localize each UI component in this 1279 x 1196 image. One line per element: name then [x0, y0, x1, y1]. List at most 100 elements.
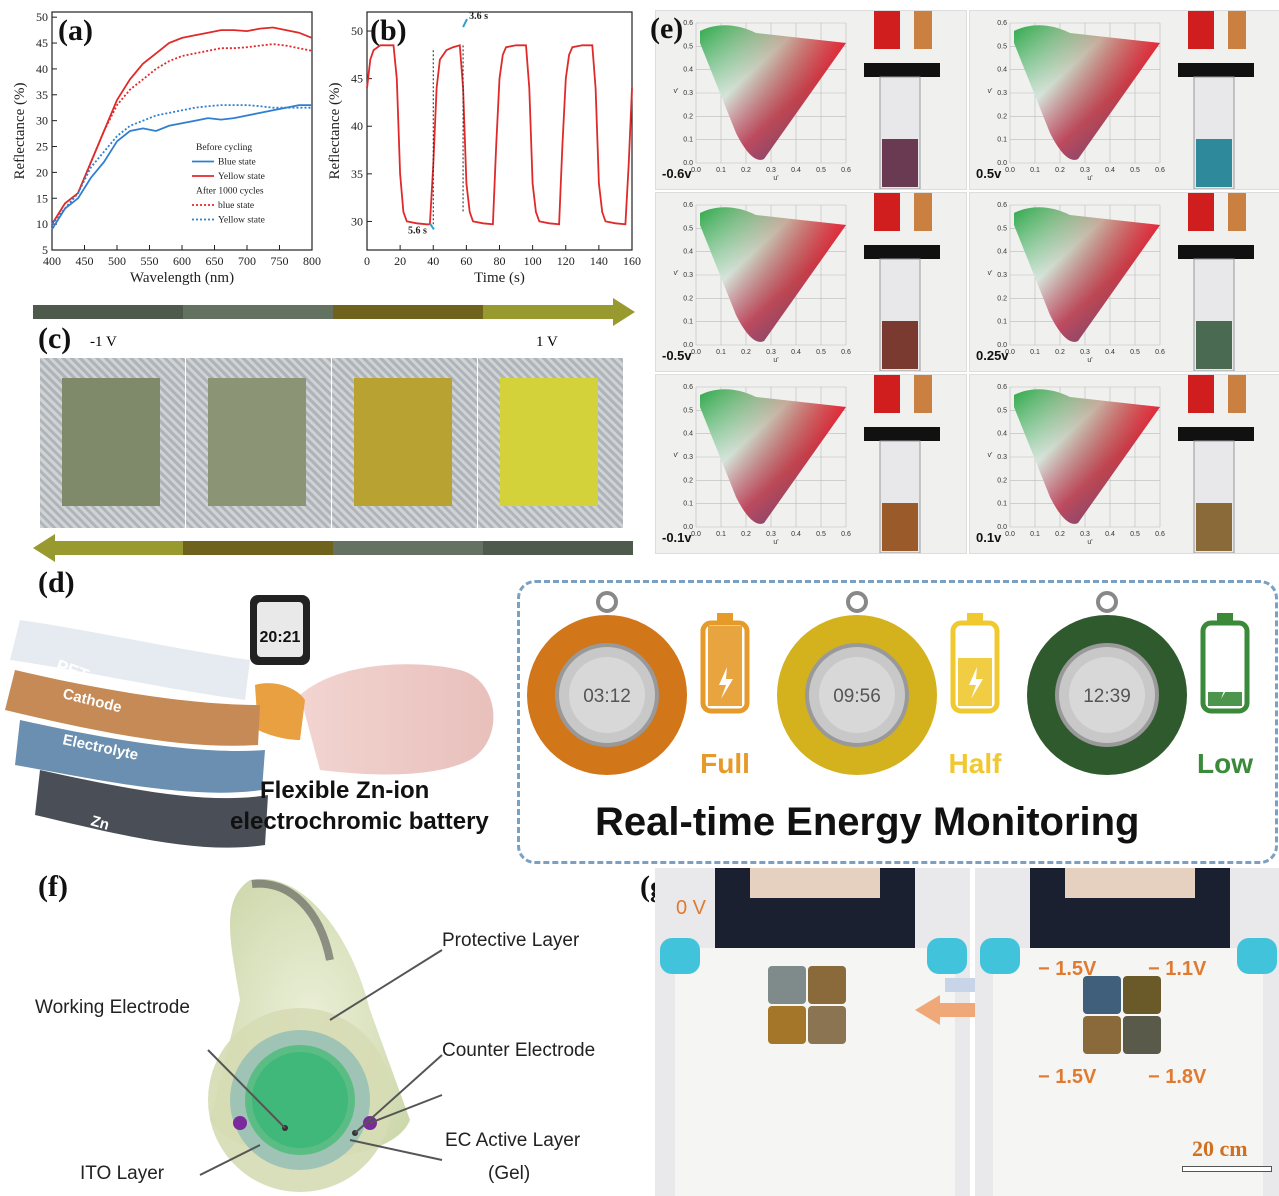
copper-wire [914, 11, 932, 49]
voltage-bottom-right: − 1.8V [1148, 1066, 1207, 1088]
y-tick-label: 35 [36, 88, 48, 102]
u-tick-label: 0.0 [1005, 531, 1015, 538]
u-tick-label: 0.3 [1080, 167, 1090, 174]
y-tick-label: 50 [351, 24, 363, 38]
legend-header: After 1000 cycles [196, 186, 264, 197]
y-tick-label: 30 [36, 114, 48, 128]
series-line-0 [51, 104, 312, 230]
clip-red [874, 375, 900, 413]
u-tick-label: 0.1 [1030, 349, 1040, 356]
voltage-label: -0.1v [662, 530, 692, 545]
y-axis-label: Reflectance (%) [12, 82, 28, 179]
voltage-label: -0.5v [662, 348, 692, 363]
cuvette-liquid [1196, 321, 1232, 369]
battery-cap [967, 613, 983, 623]
holder [1178, 427, 1254, 441]
panel-label-b: (b) [370, 14, 407, 47]
legend-header: Before cycling [196, 142, 252, 153]
watch-time-display: 12:39 [1083, 686, 1131, 707]
y-tick-label: 30 [351, 214, 363, 228]
color-gamut-overlay [700, 207, 846, 342]
voltage-top-right: − 1.1V [1148, 958, 1207, 980]
voltage-top-left: − 1.5V [1038, 958, 1097, 980]
u-tick-label: 0.5 [816, 531, 826, 538]
annotation-label: 3.6 s [469, 11, 488, 22]
clip-red [874, 11, 900, 49]
y-tick-label: 50 [36, 10, 48, 24]
holder [864, 245, 940, 259]
copper-wire [1228, 193, 1246, 231]
annotation-arrow [429, 222, 435, 230]
panel-c-right-voltage: 1 V [536, 334, 558, 350]
panel-label-f: (f) [38, 870, 68, 903]
u-tick-label: 0.3 [1080, 349, 1090, 356]
energy-state-full: 03:12 Full [527, 591, 750, 779]
voltage-label: -0.6v [662, 166, 692, 181]
v-tick-label: 0.1 [997, 319, 1007, 326]
color-gamut-overlay [700, 25, 846, 160]
cie-diagram: 0.00.0 0.1 0.1 0.2 0.2 0.3 0.3 0.4 0.4 0.5 0.5 0.6 0… [988, 193, 1254, 371]
x-tick-label: 120 [557, 254, 575, 268]
x-tick-label: 80 [494, 254, 506, 268]
v-tick-label: 0.5 [683, 225, 693, 232]
textile-photo-right [975, 868, 1279, 1196]
u-tick-label: 0.4 [1105, 167, 1115, 174]
x-tick-label: 160 [623, 254, 641, 268]
y-tick-label: 45 [36, 36, 48, 50]
v-tick-label: 0.4 [683, 431, 693, 438]
y-tick-label: 45 [351, 72, 363, 86]
y-tick-label: 40 [351, 119, 363, 133]
v-tick-label: 0.4 [997, 431, 1007, 438]
u-axis-label: u' [773, 357, 778, 364]
plot-frame [51, 11, 313, 251]
u-tick-label: 0.3 [766, 531, 776, 538]
v-tick-label: 0.6 [683, 384, 693, 391]
copper-wire [914, 193, 932, 231]
u-tick-label: 0.2 [741, 349, 751, 356]
cie-tile-1: 0.0 0.0 0.1 0.1 0.2 0.2 0.3 0.3 0.4 0.4 0.5 0.5 0.6 0… [969, 10, 1279, 190]
copper-wire [914, 375, 932, 413]
u-tick-label: 0.5 [816, 349, 826, 356]
x-tick-label: 100 [524, 254, 542, 268]
u-tick-label: 0.4 [791, 349, 801, 356]
series-line-1 [51, 26, 313, 225]
v-axis-label: v' [988, 452, 993, 459]
v-tick-label: 0.2 [997, 113, 1007, 120]
battery-caption-line2: electrochromic battery [230, 808, 489, 835]
x-tick-label: 20 [394, 254, 406, 268]
energy-state-low: 12:39 Low [1027, 591, 1253, 779]
v-tick-label: 0.0 [997, 342, 1007, 349]
x-tick-label: 0 [364, 254, 370, 268]
v-tick-label: 0.0 [997, 524, 1007, 531]
scale-bar-label: 20 cm [1192, 1136, 1248, 1161]
v-tick-label: 0.1 [683, 137, 693, 144]
u-tick-label: 0.5 [1130, 531, 1140, 538]
voltage-label: 0.1v [976, 530, 1002, 545]
v-tick-label: 0.6 [683, 202, 693, 209]
watch-time: 20:21 [260, 629, 301, 646]
voltage-0v: 0 V [676, 897, 707, 919]
panel-label-e: (e) [650, 12, 684, 45]
chart-b-reflectance-time: 0 20 40 60 80 100 120 140 160 30 35 40 45 50 Time (s) R… [327, 11, 641, 286]
color-gamut-overlay [1014, 389, 1160, 524]
cie-diagram: 0.00.0 0.1 0.1 0.2 0.2 0.3 0.3 0.4 0.4 0.5 0.5 0.6 0… [988, 375, 1254, 553]
cie-tile-0: 0.0 0.0 0.1 0.1 0.2 0.2 0.3 0.3 0.4 0.4 0.5 0.5 0.6 0… [655, 10, 967, 190]
cuvette-liquid [882, 139, 918, 187]
v-tick-label: 0.6 [997, 20, 1007, 27]
u-tick-label: 0.5 [1130, 167, 1140, 174]
u-tick-label: 0.5 [1130, 349, 1140, 356]
v-tick-label: 0.5 [683, 407, 693, 414]
u-tick-label: 0.2 [1055, 167, 1065, 174]
v-tick-label: 0.5 [997, 407, 1007, 414]
label-ec-active-layer: EC Active Layer [445, 1130, 581, 1151]
y-tick-label: 25 [36, 140, 48, 154]
clip-red [874, 193, 900, 231]
voltage-bottom-left: − 1.5V [1038, 1066, 1097, 1088]
legend-entry: Yellow state [218, 216, 265, 226]
x-tick-label: 40 [427, 254, 439, 268]
annotation-arrow [462, 18, 468, 28]
annotation-label: 5.6 s [408, 225, 427, 236]
film-color [354, 378, 452, 506]
cie-tile-2: 0.0 0.0 0.1 0.1 0.2 0.2 0.3 0.3 0.4 0.4 0.5 0.5 0.6 0… [655, 192, 967, 372]
pendant-ring [596, 591, 618, 613]
